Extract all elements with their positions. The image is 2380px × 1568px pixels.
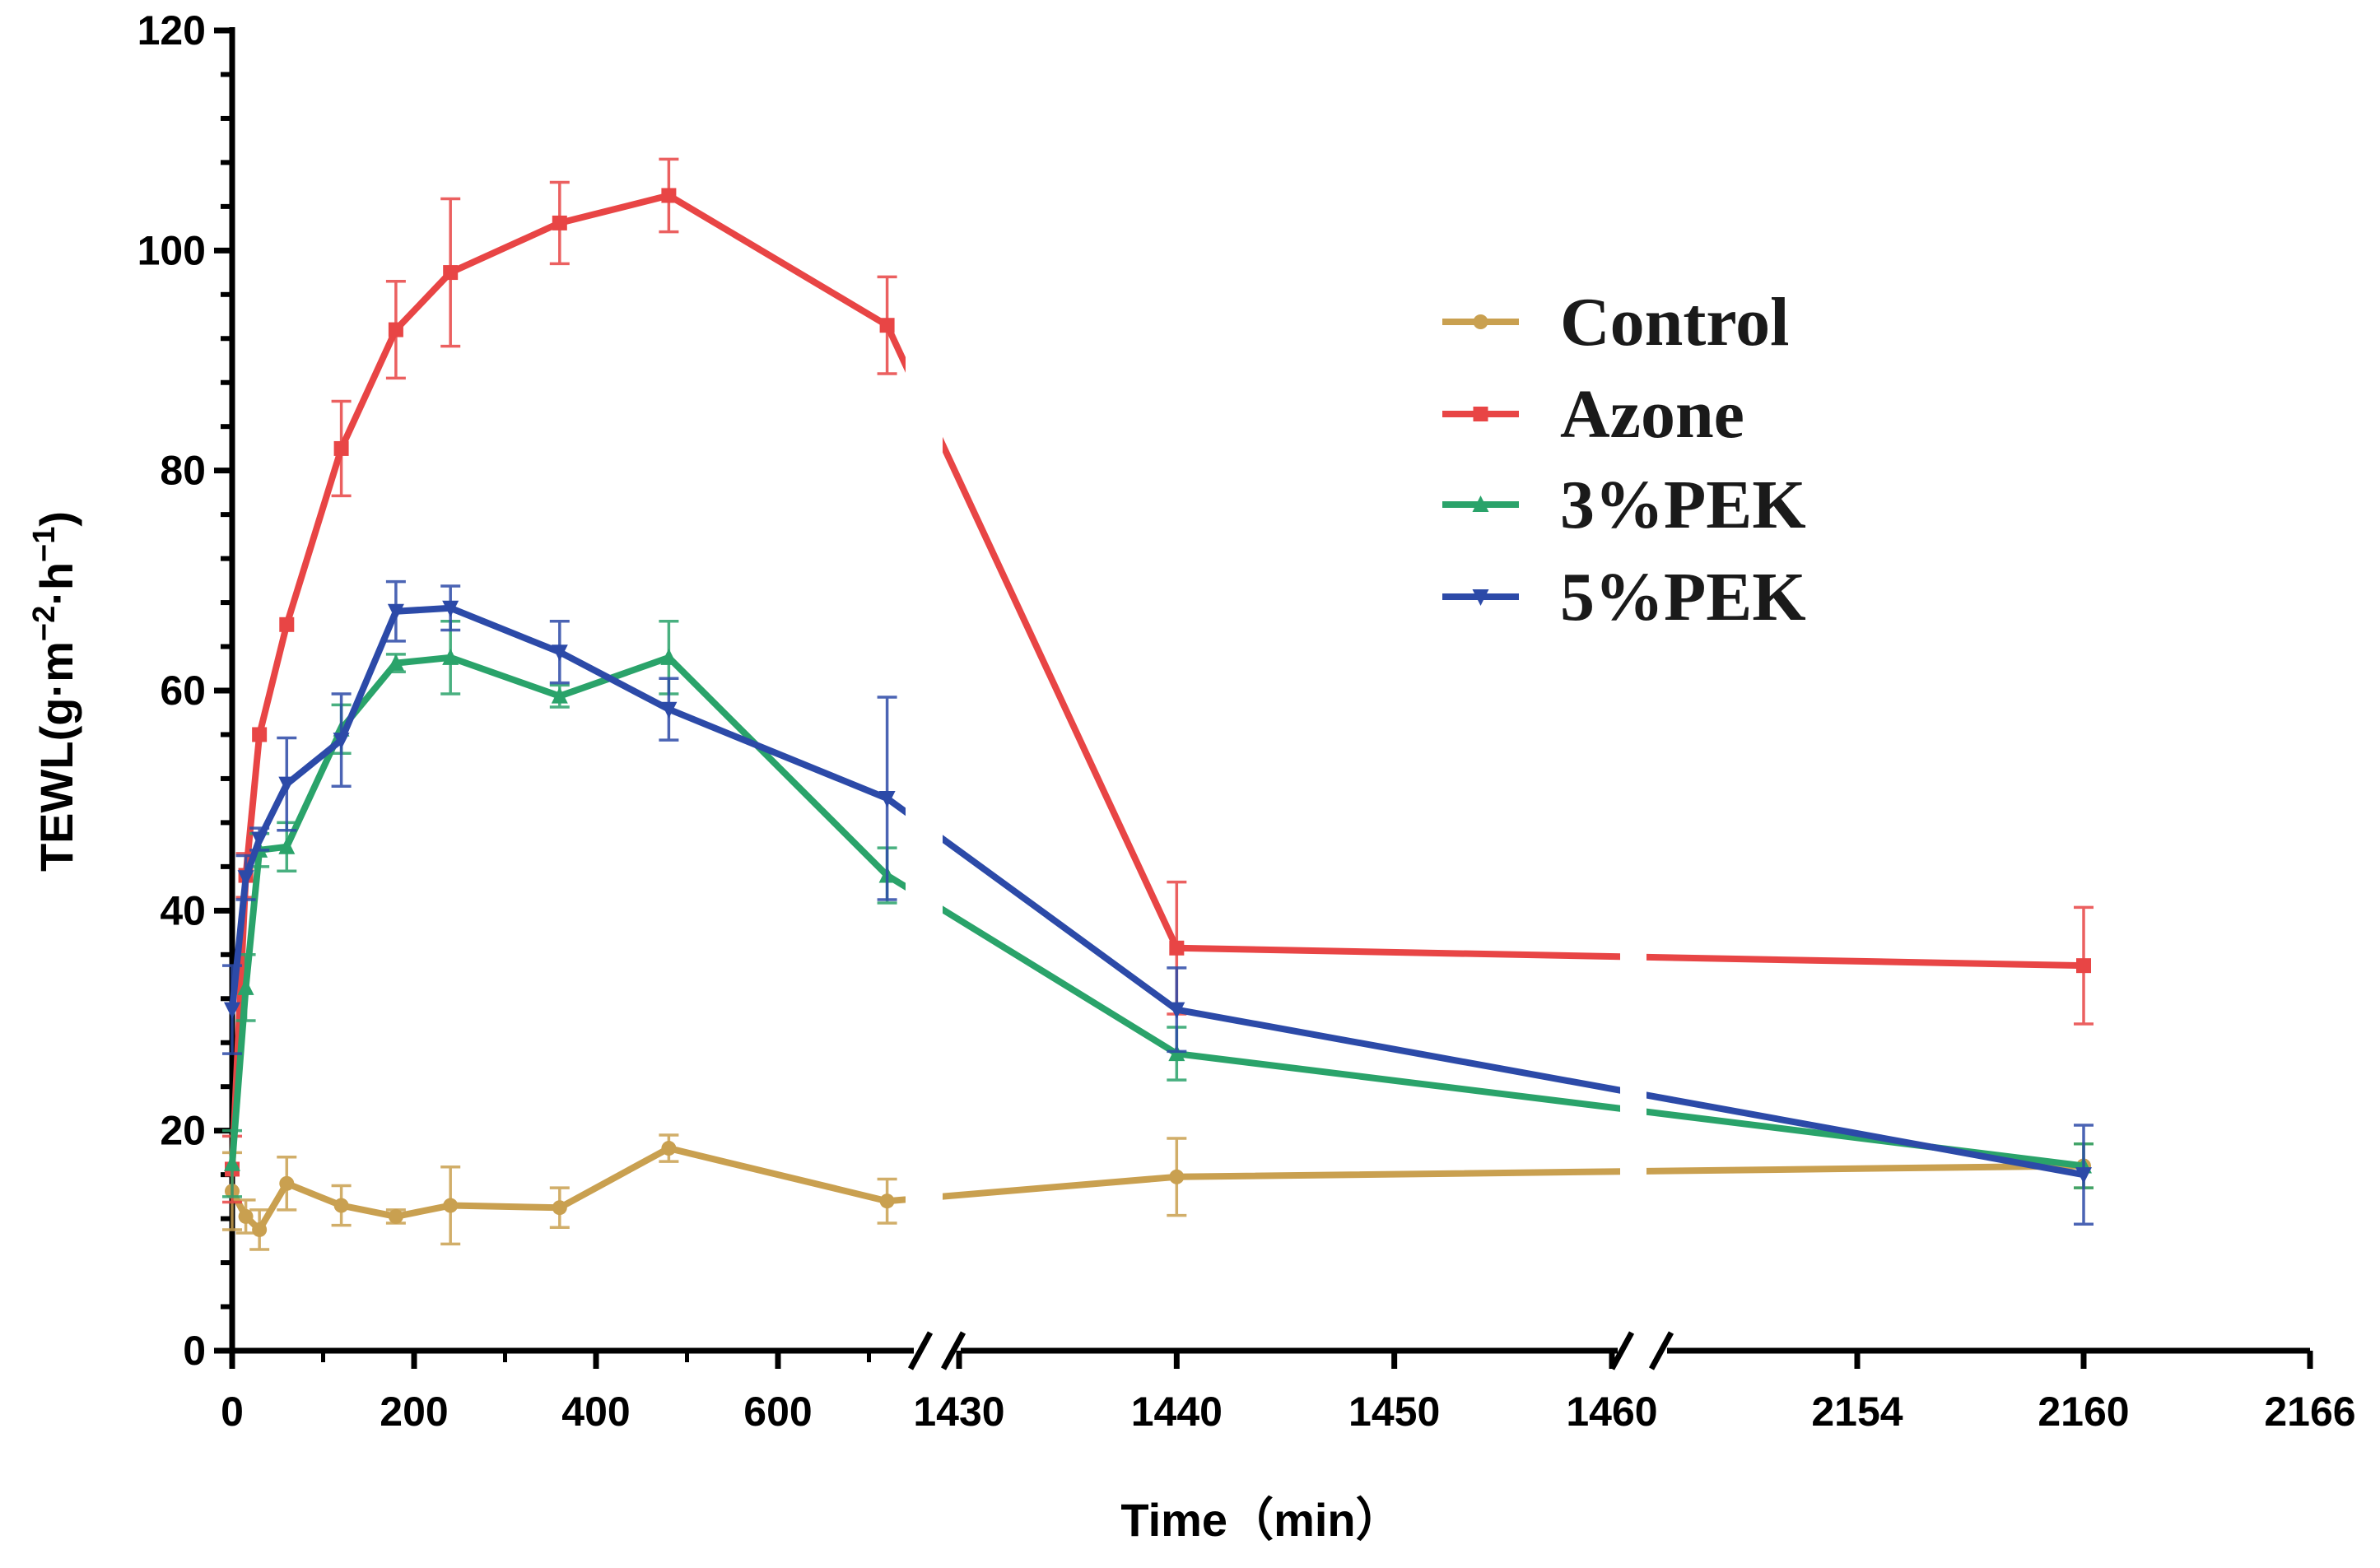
data-point (2075, 1167, 2092, 1184)
y-tick-label: 20 (160, 1108, 206, 1154)
data-point (1472, 496, 1489, 512)
y-tick-label: 120 (137, 7, 206, 54)
data-point (2076, 958, 2091, 974)
data-point (224, 1154, 240, 1171)
series-layer (222, 157, 2094, 1251)
data-point (552, 1200, 567, 1216)
data-point (661, 1141, 677, 1156)
data-point (237, 978, 254, 995)
data-point (251, 831, 268, 849)
data-point (879, 1193, 895, 1209)
data-point (1472, 589, 1489, 606)
series-line (229, 604, 2084, 1179)
data-point (252, 1221, 268, 1237)
y-tick-label: 0 (183, 1328, 206, 1374)
legend-label: Azone (1560, 376, 1744, 453)
series-line (229, 192, 2084, 1170)
y-axis-title-mid: ·h (30, 562, 82, 606)
series-control (222, 1133, 2094, 1251)
data-point (278, 776, 296, 793)
data-point (879, 318, 895, 333)
data-point (279, 616, 295, 632)
legend: Control Azone 3%PEK 5%PEK (1442, 284, 1806, 635)
data-point (333, 440, 349, 456)
data-point (1168, 1002, 1185, 1019)
data-point (387, 603, 404, 621)
legend-item-5-pek: 5%PEK (1442, 559, 1806, 635)
data-point (660, 648, 678, 665)
x-tick-label: 2154 (1811, 1389, 1903, 1435)
y-tick-label: 80 (160, 448, 206, 494)
data-point (387, 654, 404, 671)
data-point (443, 1198, 459, 1213)
y-tick-label: 100 (137, 227, 206, 273)
x-tick-label: 400 (561, 1389, 630, 1435)
data-point (551, 644, 568, 662)
data-point (878, 790, 896, 807)
y-axis-title-suffix: ) (30, 511, 82, 527)
data-point (238, 1208, 254, 1224)
data-point (552, 215, 567, 230)
data-point (278, 837, 296, 854)
y-tick-label: 60 (160, 668, 206, 714)
series-line (229, 1145, 2084, 1233)
y-axis-title: TEWL(g·m−2·h−1) (27, 511, 82, 872)
data-point (443, 265, 459, 281)
legend-label: 3%PEK (1560, 467, 1806, 543)
x-tick-label: 1440 (1131, 1389, 1223, 1435)
y-axis-title-exp2: −1 (27, 527, 62, 562)
x-tick-label: 1450 (1348, 1389, 1440, 1435)
y-tick-label: 40 (160, 887, 206, 933)
data-point (1169, 1169, 1185, 1184)
axis-break-mark (907, 1331, 934, 1370)
data-point (442, 648, 459, 665)
x-tick-label: 2166 (2264, 1389, 2355, 1435)
data-point (1169, 940, 1185, 956)
axis-break-mark (1648, 1331, 1674, 1370)
legend-item-3-pek: 3%PEK (1442, 467, 1806, 543)
x-tick-label: 200 (380, 1389, 448, 1435)
x-tick-label: 1430 (913, 1389, 1004, 1435)
y-axis-title-exp1: −2 (27, 606, 62, 641)
data-point (224, 1002, 240, 1019)
x-axis-title: Time（min） (1120, 1494, 1401, 1546)
data-point (1473, 407, 1488, 421)
data-point (551, 686, 568, 704)
y-axis-title-prefix: TEWL(g·m (30, 641, 82, 872)
x-tick-label: 2160 (2038, 1389, 2129, 1435)
data-point (279, 1175, 295, 1191)
x-tick-label: 600 (743, 1389, 812, 1435)
data-point (252, 727, 268, 742)
data-point (333, 1198, 349, 1213)
data-point (333, 733, 350, 750)
tick-labels: 0 20 40 60 80 100 120 0 200 400 600 1430 1440 1450 146… (137, 7, 2356, 1435)
legend-label: Control (1560, 284, 1789, 361)
legend-item-azone: Azone (1442, 376, 1744, 453)
legend-label: 5%PEK (1560, 559, 1806, 635)
axis-break-mark (1609, 1331, 1635, 1370)
data-point (388, 1208, 403, 1224)
axis-break-mark (940, 1331, 966, 1370)
data-point (1473, 314, 1488, 329)
data-point (661, 188, 677, 203)
data-point (388, 322, 403, 337)
x-tick-label: 0 (221, 1389, 244, 1435)
data-point (660, 701, 678, 719)
legend-item-control: Control (1442, 284, 1789, 361)
x-tick-label: 1460 (1566, 1389, 1657, 1435)
data-point (237, 870, 254, 887)
data-point (442, 600, 459, 617)
